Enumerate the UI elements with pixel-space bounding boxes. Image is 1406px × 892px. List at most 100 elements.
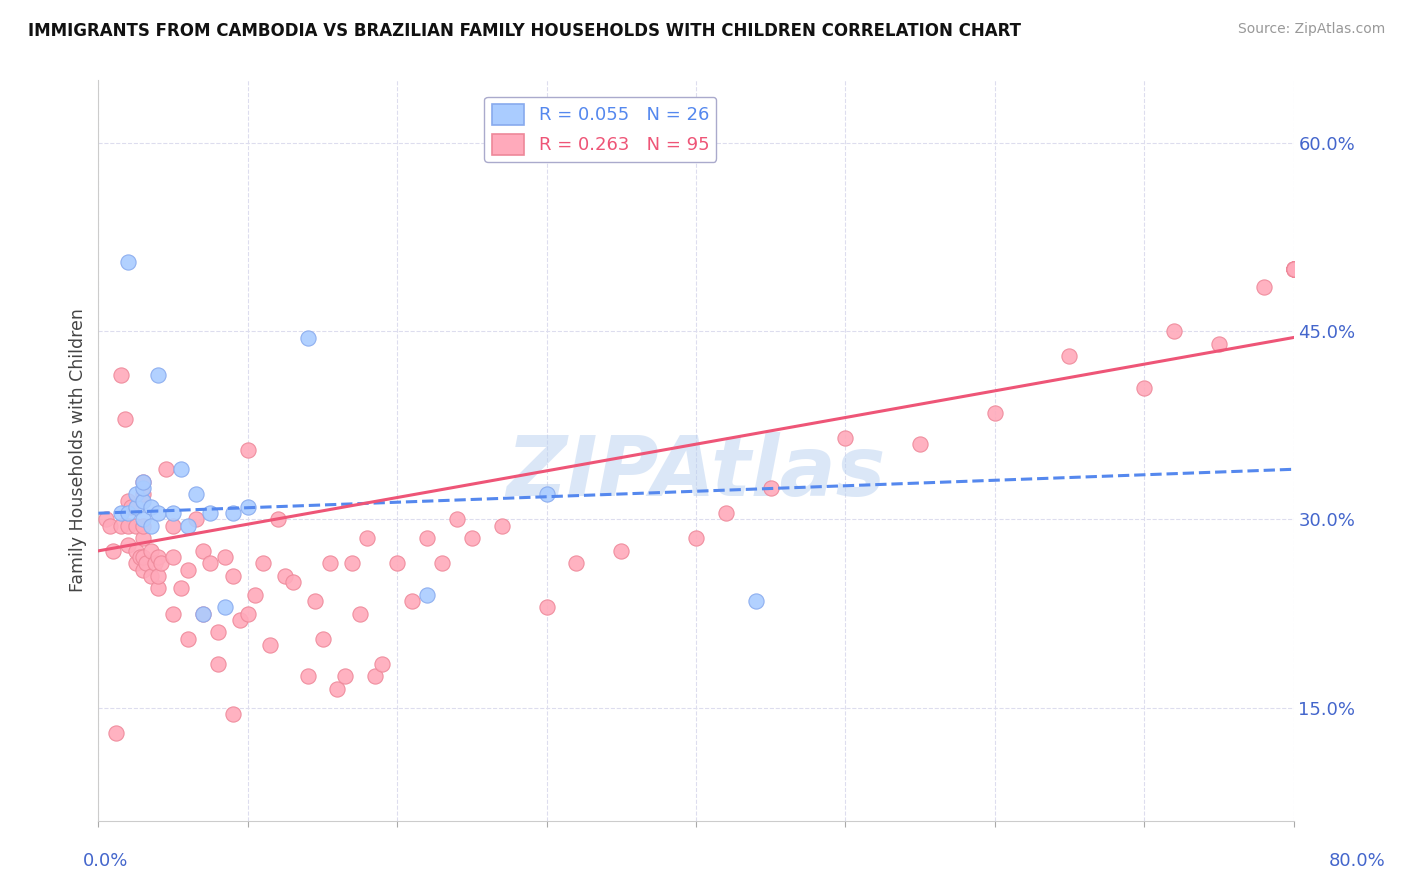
Point [311, 632, 333, 646]
Point [150, 557, 173, 571]
Point [297, 330, 319, 344]
Point [714, 506, 737, 520]
Point [385, 557, 409, 571]
Point [139, 544, 162, 558]
Point [117, 518, 139, 533]
Point [132, 518, 155, 533]
Point [117, 255, 139, 269]
Point [191, 607, 214, 621]
Point [491, 518, 513, 533]
Point [148, 368, 170, 383]
Point [117, 493, 139, 508]
Point [252, 557, 274, 571]
Point [984, 406, 1007, 420]
Point [98, 518, 122, 533]
Point [1208, 336, 1230, 351]
Point [1282, 261, 1305, 276]
Point [148, 550, 170, 565]
Point [297, 669, 319, 683]
Point [1282, 261, 1305, 276]
Point [132, 563, 155, 577]
Point [191, 607, 214, 621]
Point [236, 443, 259, 458]
Text: 0.0%: 0.0% [83, 852, 128, 870]
Point [125, 557, 148, 571]
Point [135, 557, 157, 571]
Point [103, 544, 125, 558]
Point [200, 557, 222, 571]
Point [281, 575, 304, 590]
Text: IMMIGRANTS FROM CAMBODIA VS BRAZILIAN FAMILY HOUSEHOLDS WITH CHILDREN CORRELATIO: IMMIGRANTS FROM CAMBODIA VS BRAZILIAN FA… [28, 22, 1021, 40]
Point [326, 681, 349, 696]
Point [304, 594, 326, 608]
Point [333, 669, 356, 683]
Point [125, 487, 148, 501]
Point [349, 607, 371, 621]
Point [132, 512, 155, 526]
Point [139, 500, 162, 514]
Point [834, 431, 856, 445]
Point [222, 506, 245, 520]
Point [177, 563, 200, 577]
Point [143, 557, 166, 571]
Point [908, 437, 931, 451]
Point [342, 557, 364, 571]
Point [132, 550, 155, 565]
Point [610, 544, 633, 558]
Point [1282, 261, 1305, 276]
Y-axis label: Family Households with Children: Family Households with Children [69, 309, 87, 592]
Point [222, 569, 245, 583]
Point [274, 569, 297, 583]
Point [148, 569, 170, 583]
Point [536, 487, 558, 501]
Point [184, 487, 207, 501]
Point [132, 493, 155, 508]
Point [536, 600, 558, 615]
Point [148, 582, 170, 596]
Point [401, 594, 423, 608]
Point [259, 638, 281, 652]
Point [267, 512, 290, 526]
Point [1282, 261, 1305, 276]
Point [139, 569, 162, 583]
Point [132, 481, 155, 495]
Point [125, 518, 148, 533]
Point [132, 487, 155, 501]
Point [162, 506, 184, 520]
Point [169, 582, 191, 596]
Point [1282, 261, 1305, 276]
Point [214, 600, 236, 615]
Point [207, 625, 229, 640]
Point [236, 500, 259, 514]
Point [416, 531, 439, 545]
Point [162, 607, 184, 621]
Point [416, 588, 439, 602]
Point [132, 475, 155, 489]
Point [114, 412, 136, 426]
Point [191, 544, 214, 558]
Point [94, 512, 117, 526]
Legend: R = 0.055   N = 26, R = 0.263   N = 95: R = 0.055 N = 26, R = 0.263 N = 95 [484, 96, 717, 161]
Point [117, 506, 139, 520]
Point [371, 657, 394, 671]
Point [1282, 261, 1305, 276]
Point [245, 588, 267, 602]
Point [105, 726, 128, 740]
Point [184, 512, 207, 526]
Text: 80.0%: 80.0% [1329, 852, 1385, 870]
Point [110, 506, 132, 520]
Point [169, 462, 191, 476]
Point [148, 506, 170, 520]
Text: Source: ZipAtlas.com: Source: ZipAtlas.com [1237, 22, 1385, 37]
Point [214, 550, 236, 565]
Point [229, 613, 252, 627]
Point [1282, 261, 1305, 276]
Point [129, 550, 152, 565]
Point [162, 518, 184, 533]
Point [177, 518, 200, 533]
Point [446, 512, 468, 526]
Point [685, 531, 707, 545]
Point [1133, 381, 1156, 395]
Point [132, 531, 155, 545]
Text: ZIPAtlas: ZIPAtlas [506, 432, 886, 513]
